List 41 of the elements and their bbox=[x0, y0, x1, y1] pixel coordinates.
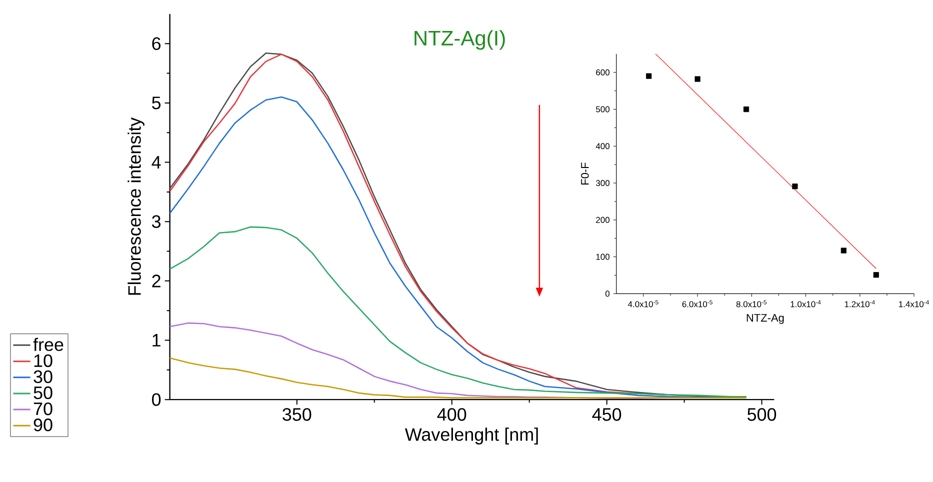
legend-label: 30 bbox=[34, 370, 52, 383]
y-axis-title: F0-F bbox=[581, 162, 589, 184]
point bbox=[873, 272, 879, 278]
y-axis-title: Fluorescence intensity bbox=[128, 117, 144, 295]
x-tick-label: 450 bbox=[592, 408, 622, 421]
x-tick-label: 350 bbox=[282, 408, 312, 421]
y-tick-label: 5 bbox=[152, 96, 161, 110]
x-axis-title: NTZ-Ag bbox=[746, 314, 784, 324]
y-tick-label: 500 bbox=[596, 106, 610, 112]
legend-label: 10 bbox=[34, 354, 52, 367]
y-tick-label: 300 bbox=[596, 180, 610, 186]
point bbox=[646, 73, 652, 79]
x-tick-label: 8.0x10$^{-5}$ bbox=[736, 300, 767, 307]
annotation: NTZ-Ag(I) bbox=[414, 30, 505, 50]
x-tick-label: 400 bbox=[437, 408, 466, 421]
legend-label: free bbox=[33, 338, 64, 351]
x-tick-label: 4.0x10$^{-5}$ bbox=[628, 300, 658, 307]
y-tick-label: 0 bbox=[605, 290, 610, 296]
point bbox=[792, 183, 798, 189]
point bbox=[743, 106, 750, 112]
legend-label: 90 bbox=[34, 418, 52, 432]
x-tick-label: 500 bbox=[748, 408, 776, 421]
y-tick-label: 3 bbox=[152, 215, 161, 228]
x-tick-label: 1.2x10$^{-4}$ bbox=[844, 300, 875, 307]
x-tick-label: 1.4x10$^{-4}$ bbox=[899, 300, 929, 307]
y-tick-label: 2 bbox=[152, 274, 160, 287]
y-tick-label: 100 bbox=[596, 254, 610, 260]
legend-label: 50 bbox=[34, 386, 52, 399]
x-tick-label: 6.0x10$^{-5}$ bbox=[682, 300, 712, 307]
y-tick-label: 0 bbox=[152, 392, 161, 406]
y-tick-label: 1 bbox=[152, 334, 160, 346]
x-axis-title: Wavelenght [nm] bbox=[404, 427, 538, 444]
legend-label: 70 bbox=[34, 402, 52, 415]
y-tick-label: 6 bbox=[152, 37, 161, 50]
x-tick-label: 1.0x10$^{-4}$ bbox=[790, 300, 821, 307]
point bbox=[694, 76, 700, 82]
y-tick-label: 4 bbox=[152, 156, 161, 168]
point bbox=[840, 248, 846, 254]
y-tick-label: 200 bbox=[596, 216, 610, 223]
y-tick-label: 400 bbox=[596, 142, 610, 149]
y-tick-label: 600 bbox=[596, 69, 610, 76]
